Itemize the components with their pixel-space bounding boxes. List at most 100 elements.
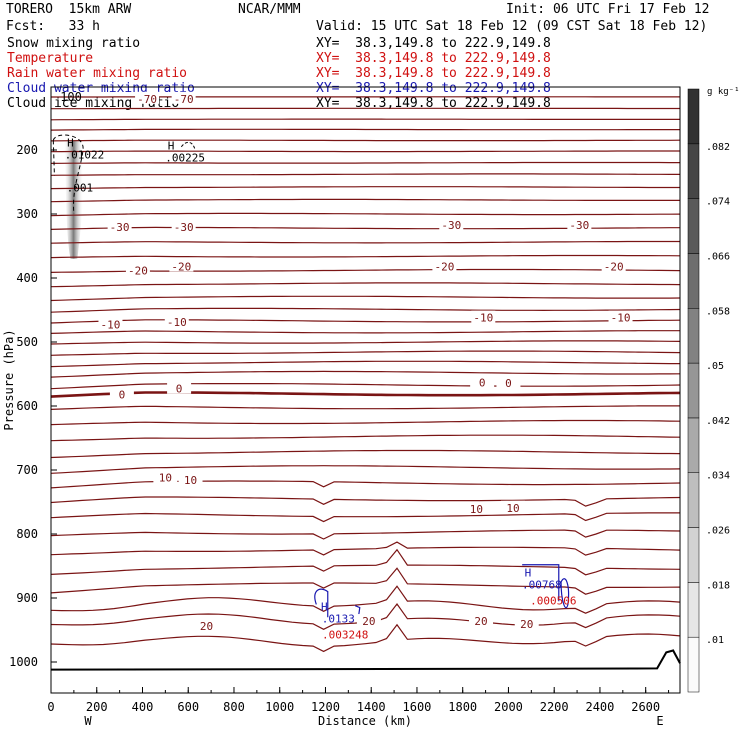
isotherm-label: 20 (362, 615, 375, 628)
maximum-value: .000506 (530, 594, 576, 607)
colorbar-segment (687, 143, 700, 199)
colorbar-segment (687, 636, 700, 693)
legend-xy: XY= 38.3,149.8 to 222.9,149.8 (316, 96, 551, 111)
x-tick-label: 200 (86, 700, 108, 714)
forecast-hour: Fcst: 33 h (6, 19, 100, 34)
isotherm-label-bg (153, 470, 178, 483)
isotherm-label-bg (125, 263, 150, 276)
isotherm-label: -20 (434, 260, 454, 273)
isotherm-line (50, 449, 681, 459)
isotherm-line (50, 150, 680, 153)
isotherm-line (50, 541, 681, 556)
colorbar-segment (687, 253, 700, 309)
y-tick-label: 900 (16, 591, 38, 605)
y-tick-label: 100 (60, 90, 82, 104)
colorbar-label: .01 (706, 635, 724, 646)
isotherm-label-bg (608, 310, 633, 323)
x-tick-label: 400 (132, 700, 154, 714)
colorbar-unit: g kg⁻¹ (707, 87, 740, 97)
legend-xy: XY= 38.3,149.8 to 222.9,149.8 (316, 66, 551, 81)
x-tick-label: 1600 (403, 700, 432, 714)
isotherm-line (50, 161, 680, 164)
isotherm-line (50, 295, 681, 302)
isotherm-label: -30 (569, 219, 589, 232)
isotherm-label: -20 (604, 260, 624, 273)
y-tick-label: 300 (16, 207, 38, 221)
colorbar-label: .042 (706, 416, 730, 427)
colorbar-label: .082 (706, 142, 730, 153)
isotherm-label: -10 (611, 312, 631, 325)
east-label: E (656, 714, 663, 728)
maximum-value: .00225 (165, 152, 205, 165)
org-label: NCAR/MMM (238, 2, 301, 17)
isotherm-label-bg (167, 381, 192, 394)
isotherm-line (50, 383, 681, 390)
maximum-symbol: H (168, 140, 175, 153)
y-tick-label: 700 (16, 463, 38, 477)
colorbar-segment (687, 582, 700, 638)
isotherm-label: 10 (506, 502, 519, 515)
isotherm-label: -10 (473, 312, 493, 325)
isotherm-label: -10 (101, 319, 121, 332)
isotherm-label: -70 (174, 93, 194, 106)
isotherm-line (50, 254, 681, 259)
maximum-value: .001 (67, 182, 94, 195)
colorbar-segment (687, 472, 700, 528)
x-tick-label: 1400 (357, 700, 386, 714)
plot-frame (50, 86, 681, 694)
isotherm-label-bg (109, 387, 134, 400)
x-tick-label: 2000 (494, 700, 523, 714)
isotherm-label: 0 (119, 388, 126, 401)
isotherm-line (50, 370, 681, 378)
isotherm-label-bg (98, 317, 123, 330)
isotherm-line (50, 139, 681, 142)
isotherm-label-bg (169, 259, 194, 272)
isotherm-label: 20 (474, 615, 487, 628)
isotherm-line (50, 282, 681, 288)
colorbar-segment (687, 198, 700, 254)
x-tick-label: 1800 (448, 700, 477, 714)
isotherm-label-bg (194, 619, 219, 632)
colorbar-segment (687, 527, 700, 583)
legend-xy: XY= 38.3,149.8 to 222.9,149.8 (316, 81, 551, 96)
isotherm-label: 10 (159, 472, 172, 485)
isotherm-label: 10 (470, 503, 483, 516)
isotherm-line (50, 173, 680, 176)
y-tick-label: 400 (16, 271, 38, 285)
maximum-value: .003248 (322, 628, 368, 641)
isotherm-label-bg (164, 315, 189, 328)
colorbar-segment (687, 88, 700, 145)
isotherm-line (50, 548, 681, 576)
isotherm-label-bg (107, 219, 132, 232)
colorbar-segment (687, 308, 700, 364)
isotherm-line (50, 419, 681, 426)
isotherm-label-bg (496, 375, 521, 388)
isotherm-label: 0 (176, 383, 183, 396)
snow-contour (52, 134, 84, 215)
snow-contour (180, 141, 196, 151)
isotherm-label: -30 (174, 221, 194, 234)
x-tick-label: 600 (177, 700, 199, 714)
isotherm-label-bg (464, 502, 489, 515)
legend-label: Rain water mixing ratio (7, 66, 188, 81)
isotherm-label-bg (178, 473, 203, 486)
x-tick-label: 0 (47, 700, 54, 714)
y-tick-label: 200 (16, 143, 38, 157)
isotherm-label-bg (501, 500, 526, 513)
x-tick-label: 1000 (265, 700, 294, 714)
isotherm-label: 10 (184, 474, 197, 487)
cloud-water-contour (522, 564, 570, 609)
isotherm-line (50, 465, 681, 474)
isotherm-line (50, 360, 680, 368)
isotherm-line (50, 480, 681, 489)
maximum-value: .00768 (522, 578, 562, 591)
colorbar-label: .034 (706, 471, 730, 482)
model-title: TORERO 15km ARW (6, 2, 132, 17)
x-tick-label: 2400 (585, 700, 614, 714)
isotherm-label: 0 (479, 376, 486, 389)
isotherm-line (50, 529, 681, 540)
x-tick-label: 1200 (311, 700, 340, 714)
legend-label: Temperature (7, 51, 94, 66)
isotherm-line (50, 240, 680, 244)
